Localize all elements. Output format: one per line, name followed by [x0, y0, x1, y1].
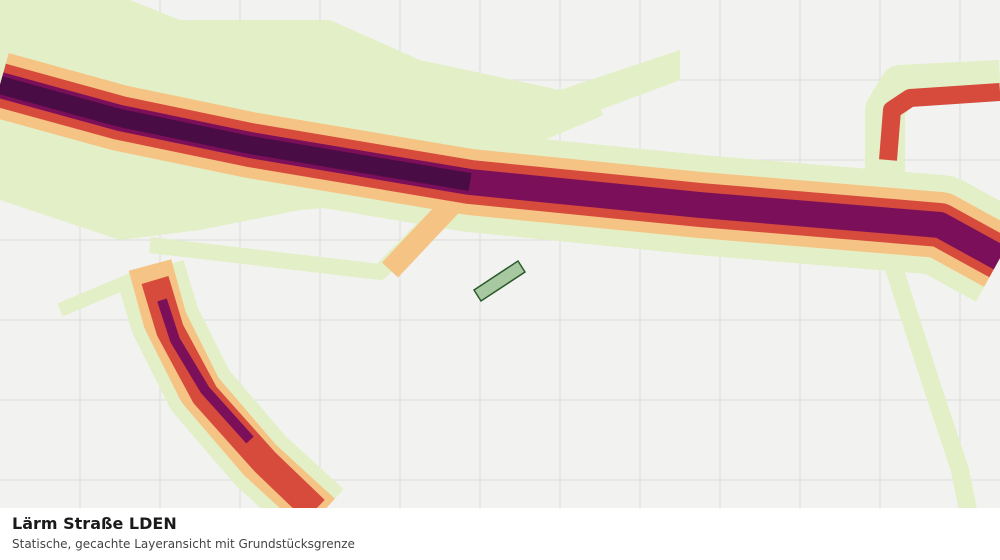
noise-zone-very-high: [157, 298, 254, 444]
noise-zone-extreme: [0, 76, 472, 191]
noise-zone-low: [876, 237, 979, 522]
caption: Lärm Straße LDEN Statische, gecachte Lay…: [0, 508, 1000, 560]
noise-zone-high: [879, 83, 1000, 161]
parcel-boundary[interactable]: [472, 259, 527, 303]
layer-subtitle: Statische, gecachte Layeransicht mit Gru…: [12, 537, 355, 551]
layer-title: Lärm Straße LDEN: [12, 514, 177, 533]
noise-layer: [0, 0, 1000, 541]
